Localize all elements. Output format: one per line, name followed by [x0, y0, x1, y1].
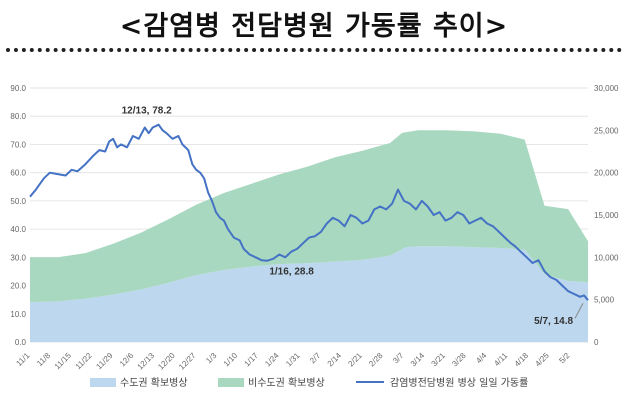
- left-axis-tick: 30.0: [10, 253, 26, 262]
- x-axis-tick: 12/27: [177, 351, 198, 372]
- area-noncapital-beds: [30, 130, 588, 303]
- left-axis-tick: 0.0: [15, 338, 27, 347]
- x-axis-tick: 1/31: [284, 351, 302, 369]
- right-axis-tick: 20,000: [594, 169, 619, 178]
- annotation-trough: 1/16, 28.8: [269, 267, 314, 278]
- x-axis-tick: 11/15: [53, 351, 73, 371]
- legend-label-noncapital: 비수도권 확보병상: [248, 377, 325, 389]
- x-axis-tick: 2/28: [367, 351, 385, 369]
- annotation-leader: [574, 302, 584, 319]
- x-axis-tick: 1/3: [204, 351, 219, 366]
- left-axis-tick: 70.0: [10, 140, 26, 149]
- legend-label-line: 감염병전담병원 병상 일일 가동률: [390, 377, 528, 389]
- left-axis-tick: 40.0: [10, 225, 26, 234]
- right-axis-tick: 5,000: [594, 296, 615, 305]
- left-axis-tick: 60.0: [10, 169, 26, 178]
- left-axis-tick: 50.0: [10, 197, 26, 206]
- title-divider: [6, 48, 622, 52]
- x-axis-tick: 3/21: [430, 351, 448, 369]
- x-axis-tick: 2/14: [326, 351, 344, 369]
- left-axis-tick: 90.0: [10, 84, 26, 93]
- line-occupancy-rate: [29, 123, 589, 301]
- left-axis-tick: 10.0: [10, 310, 26, 319]
- x-axis-tick: 11/29: [94, 351, 114, 371]
- x-axis-tick: 12/20: [156, 351, 177, 372]
- x-axis-tick: 4/25: [533, 351, 551, 369]
- x-axis-tick: 5/2: [557, 351, 572, 366]
- x-axis-tick: 1/24: [263, 351, 281, 369]
- x-axis-tick: 11/22: [74, 351, 94, 371]
- annotation-peak: 12/13, 78.2: [122, 105, 172, 116]
- x-axis-tick: 1/10: [222, 351, 240, 369]
- legend-label-capital: 수도권 확보병상: [120, 377, 188, 389]
- right-axis-tick: 0: [594, 338, 599, 347]
- x-axis-tick: 3/14: [409, 351, 427, 369]
- right-axis-tick: 15,000: [594, 211, 619, 220]
- legend-swatch-noncapital: [218, 378, 244, 387]
- x-axis-tick: 4/18: [513, 351, 531, 369]
- x-axis-tick: 12/13: [136, 351, 157, 372]
- x-axis-tick: 4/11: [492, 351, 509, 368]
- x-axis-tick: 4/4: [474, 351, 489, 366]
- legend-swatch-capital: [90, 378, 116, 387]
- area-capital-beds: [30, 246, 588, 342]
- x-axis-tick: 2/7: [308, 351, 323, 366]
- x-axis-tick: 2/21: [346, 351, 364, 369]
- annotation-latest: 5/7, 14.8: [534, 316, 573, 327]
- x-axis-tick: 3/28: [450, 351, 468, 369]
- right-axis-tick: 25,000: [594, 126, 619, 135]
- chart-title: <감염병 전담병원 가동률 추이>: [119, 11, 509, 42]
- right-axis-tick: 10,000: [594, 253, 619, 262]
- x-axis-tick: 1/17: [243, 351, 261, 369]
- left-axis-tick: 20.0: [10, 282, 26, 291]
- x-axis-tick: 11/1: [14, 351, 31, 368]
- x-axis-tick: 12/6: [118, 351, 136, 369]
- x-axis-tick: 3/7: [391, 351, 406, 366]
- x-axis-tick: 11/8: [35, 351, 52, 368]
- left-axis-tick: 80.0: [10, 112, 26, 121]
- right-axis-tick: 30,000: [594, 84, 619, 93]
